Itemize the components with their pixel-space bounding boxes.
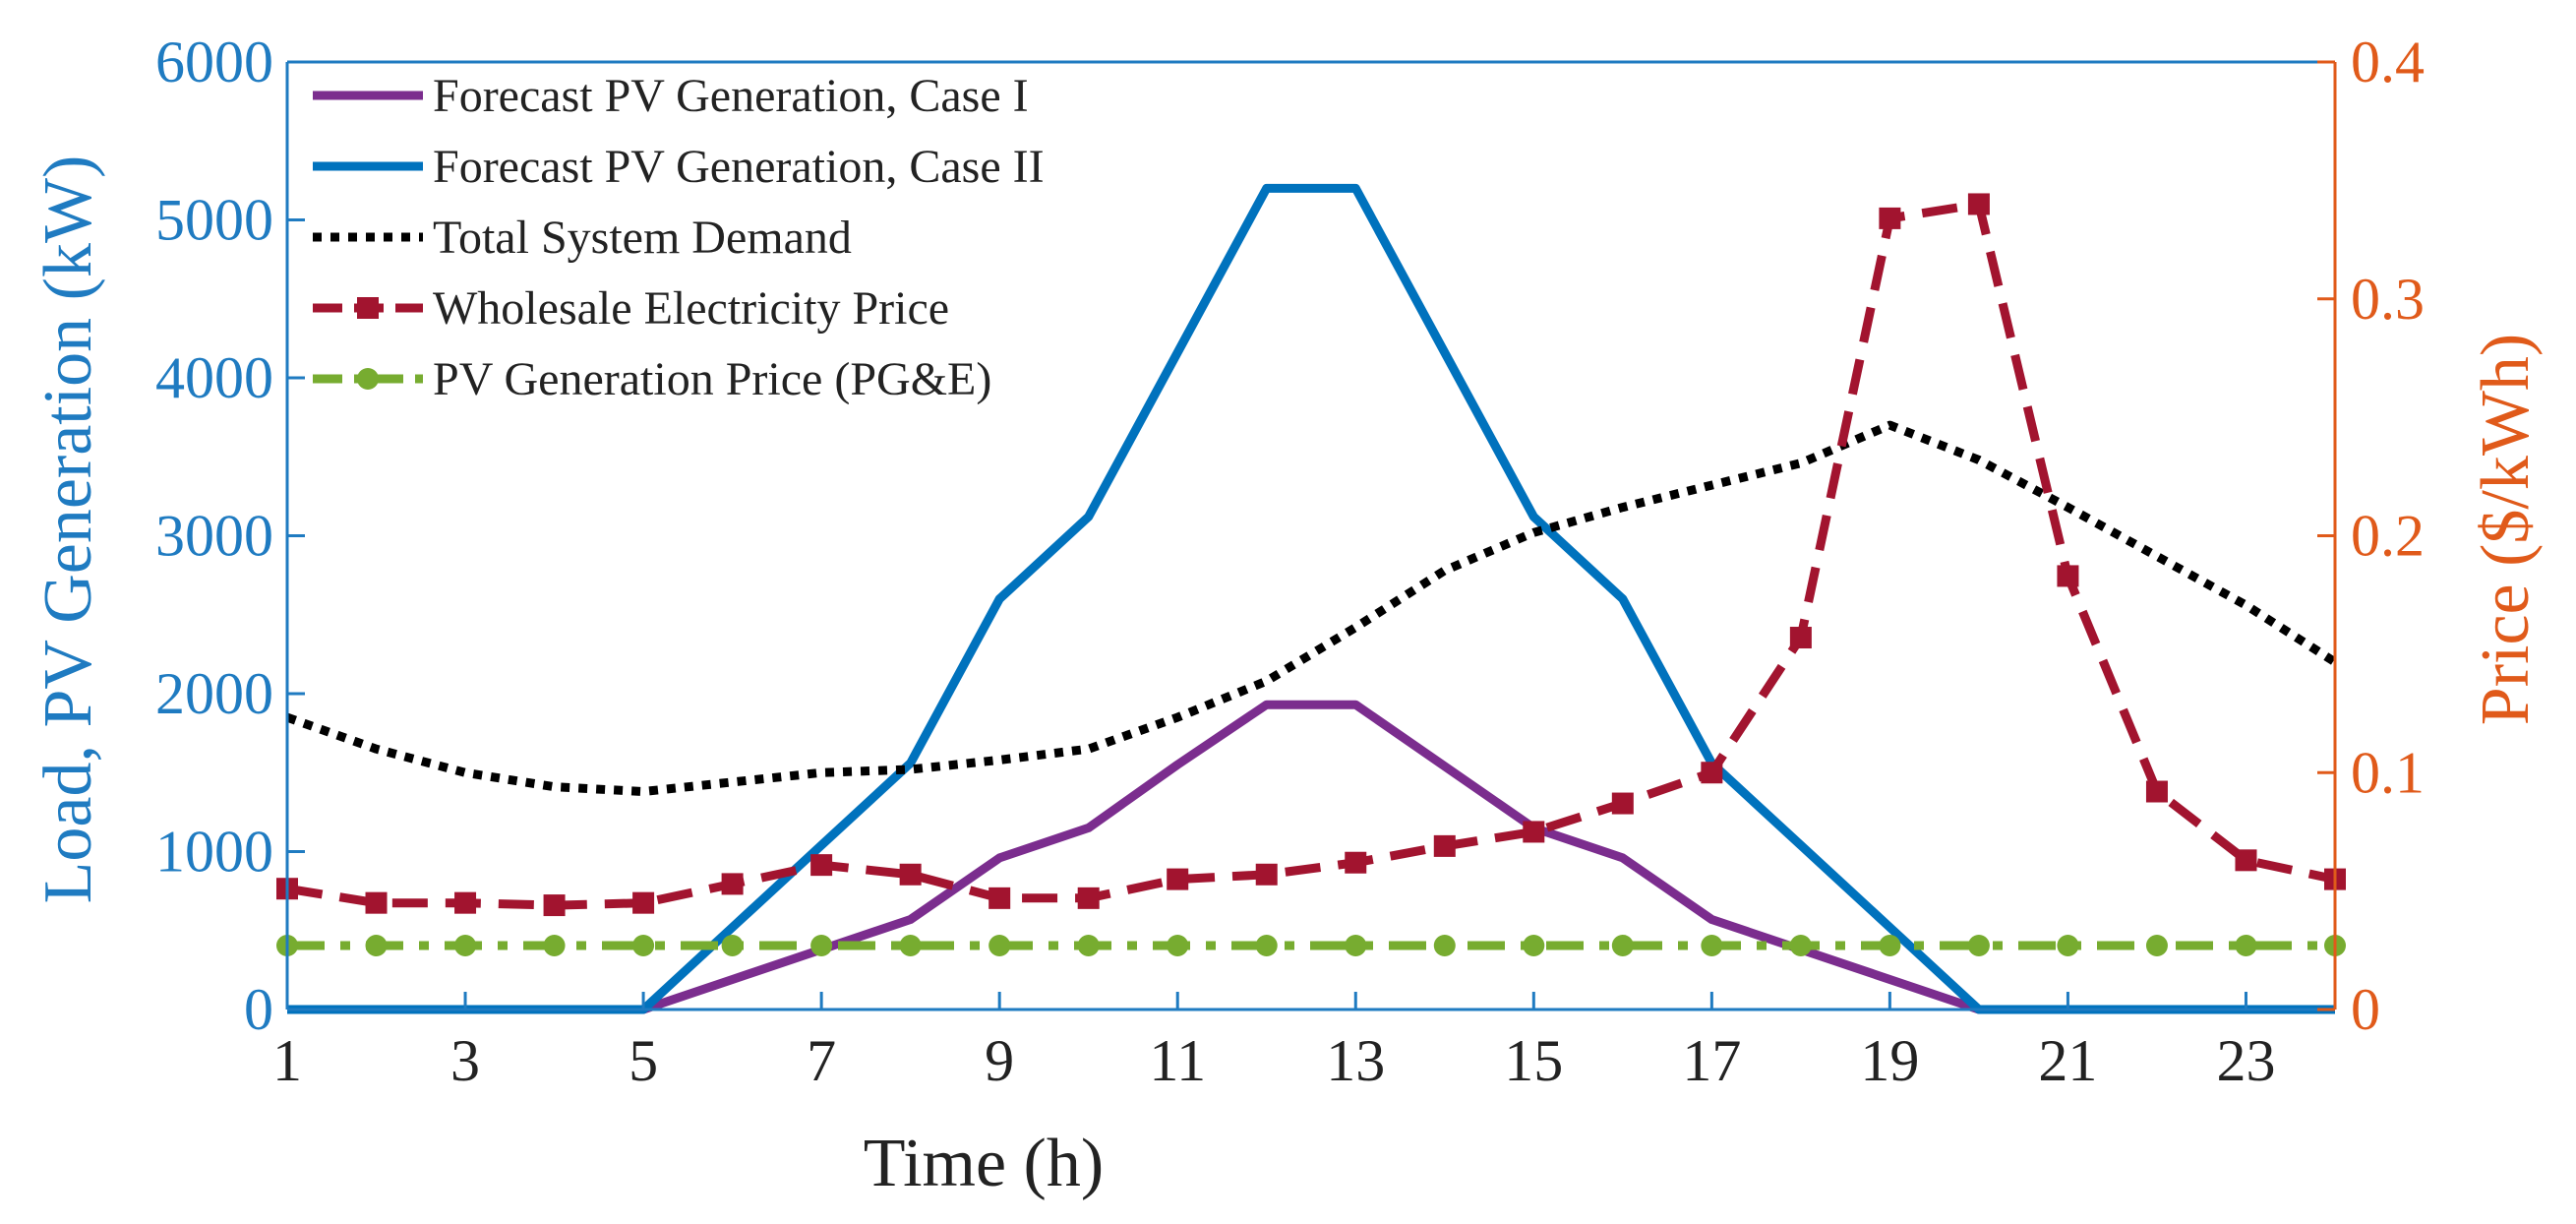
legend-marker-4 bbox=[357, 297, 379, 319]
series-4-point bbox=[988, 887, 1011, 909]
axes-layer: 1 3 5 7 9 11 13 15 17 19 21 23010002000300040005000… bbox=[155, 30, 2425, 1093]
series-5-point bbox=[810, 934, 833, 956]
series-4-point bbox=[2057, 565, 2079, 587]
series-5-point bbox=[2145, 934, 2168, 956]
series-4-point bbox=[1611, 792, 1634, 815]
series-5-point bbox=[1077, 934, 1100, 956]
y-tick-label-right: 0 bbox=[2351, 977, 2380, 1042]
y-axis-label-left: Load, PV Generation (kW) bbox=[30, 155, 106, 904]
y-tick-label-left: 4000 bbox=[155, 345, 273, 410]
x-axis-label: Time (h) bbox=[864, 1126, 1104, 1201]
legend-label-4: Wholesale Electricity Price bbox=[433, 282, 949, 335]
x-tick-label: 7 bbox=[807, 1028, 836, 1093]
legend: Forecast PV Generation, Case I Forecast P… bbox=[313, 70, 1045, 405]
series-4-point bbox=[1077, 887, 1100, 909]
legend-marker-5 bbox=[357, 368, 379, 390]
y-tick-label-right: 0.4 bbox=[2351, 30, 2425, 94]
x-tick-label: 17 bbox=[1682, 1028, 1741, 1093]
y-tick-label-left: 1000 bbox=[155, 820, 273, 885]
y-tick-label-left: 3000 bbox=[155, 504, 273, 569]
legend-label-5: PV Generation Price (PG&E) bbox=[433, 353, 991, 405]
legend-label-2: Forecast PV Generation, Case II bbox=[433, 141, 1045, 193]
series-5-point bbox=[1523, 934, 1545, 956]
x-tick-label: 21 bbox=[2038, 1028, 2097, 1093]
series-4-point bbox=[632, 891, 655, 914]
y-tick-label-right: 0.3 bbox=[2351, 267, 2425, 332]
series-5-point bbox=[988, 934, 1011, 956]
x-tick-label: 19 bbox=[1860, 1028, 1919, 1093]
series-4-point bbox=[1167, 868, 1189, 890]
series-5-point bbox=[1433, 934, 1456, 956]
series-5-point bbox=[1255, 934, 1278, 956]
series-4-point bbox=[2235, 849, 2257, 872]
series-4-point bbox=[1789, 627, 1812, 649]
series-5-point bbox=[632, 934, 655, 956]
series-4-point bbox=[1433, 834, 1456, 857]
series-4-point bbox=[543, 894, 566, 917]
series-4-point bbox=[721, 873, 744, 895]
y-tick-label-right: 0.2 bbox=[2351, 504, 2425, 569]
series-5-point bbox=[2057, 934, 2079, 956]
x-tick-label: 3 bbox=[450, 1028, 480, 1093]
x-tick-label: 1 bbox=[272, 1028, 302, 1093]
y-tick-label-left: 0 bbox=[244, 977, 273, 1042]
series-5-point bbox=[1789, 934, 1812, 956]
legend-label-3: Total System Demand bbox=[433, 212, 852, 264]
series-5-point bbox=[1345, 934, 1367, 956]
series-line-3 bbox=[285, 420, 2338, 796]
series-4-point bbox=[1523, 821, 1545, 843]
series-5-point bbox=[543, 934, 566, 956]
x-tick-label: 13 bbox=[1326, 1028, 1385, 1093]
x-tick-label: 5 bbox=[629, 1028, 658, 1093]
series-4-point bbox=[1345, 851, 1367, 874]
series-5-point bbox=[1879, 934, 1901, 956]
series-5-point bbox=[899, 934, 922, 956]
series-5-point bbox=[1967, 934, 1990, 956]
series-5-point bbox=[365, 934, 388, 956]
series-4-point bbox=[899, 863, 922, 886]
series-4-point bbox=[810, 854, 833, 877]
y-tick-label-left: 5000 bbox=[155, 188, 273, 253]
x-tick-label: 9 bbox=[985, 1028, 1014, 1093]
series-4-point bbox=[365, 891, 388, 914]
legend-label-1: Forecast PV Generation, Case I bbox=[433, 70, 1029, 122]
series-4-point bbox=[1701, 762, 1723, 784]
series-5-point bbox=[1611, 934, 1634, 956]
y-tick-label-left: 6000 bbox=[155, 30, 273, 94]
y-axis-label-right: Price ($/kWh) bbox=[2468, 334, 2544, 725]
series-4-point bbox=[1879, 207, 1901, 229]
series-line-4 bbox=[286, 200, 2336, 910]
series-5-point bbox=[1167, 934, 1189, 956]
series-4-point bbox=[454, 891, 477, 914]
series-5-point bbox=[454, 934, 477, 956]
y-tick-label-right: 0.1 bbox=[2351, 740, 2425, 805]
series-5-point bbox=[1701, 934, 1723, 956]
series-5-point bbox=[2235, 934, 2257, 956]
y-tick-label-left: 2000 bbox=[155, 661, 273, 726]
x-tick-label: 23 bbox=[2216, 1028, 2275, 1093]
series-4-point bbox=[2145, 780, 2168, 803]
series-5-point bbox=[721, 934, 744, 956]
series-4-point bbox=[1255, 863, 1278, 886]
x-tick-label: 11 bbox=[1149, 1028, 1206, 1093]
x-tick-label: 15 bbox=[1504, 1028, 1563, 1093]
series-4-point bbox=[1967, 193, 1990, 215]
